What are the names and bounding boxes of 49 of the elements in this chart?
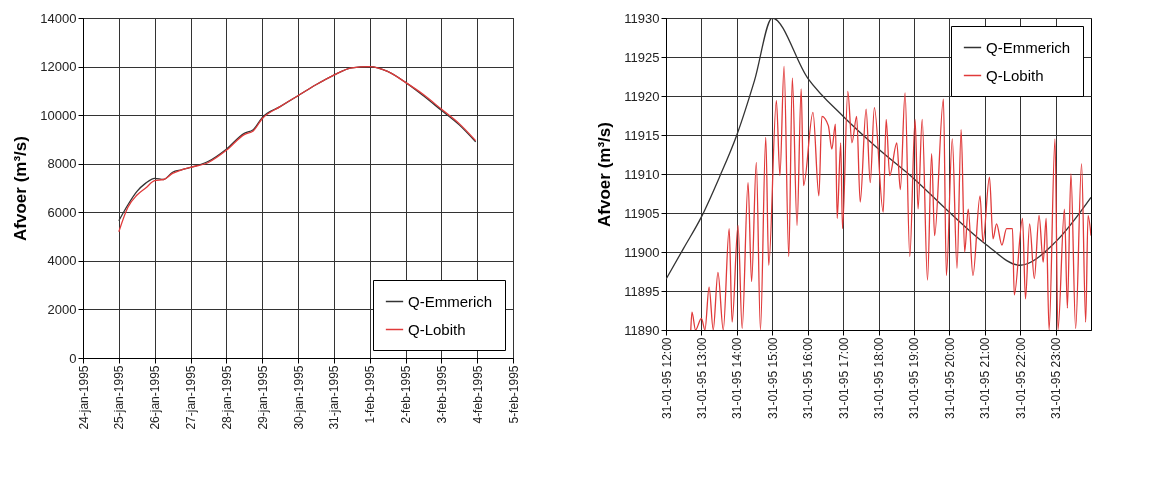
y-axis-title: Afvoer (m³/s) <box>595 122 615 227</box>
x-tick-label: 31-01-95 19:00 <box>907 337 922 419</box>
x-tick-label: 31-01-95 17:00 <box>836 337 851 419</box>
x-tick-label: 24-jan-1995 <box>76 365 91 430</box>
x-tick-label: 31-01-95 20:00 <box>942 337 957 419</box>
y-tick-label: 11925 <box>624 49 660 65</box>
y-axis-title: Afvoer (m³/s) <box>11 136 31 241</box>
y-tick-label: 11920 <box>624 88 660 104</box>
x-tick-label: 31-01-95 14:00 <box>730 337 745 419</box>
y-tick-label: 6000 <box>47 204 77 220</box>
x-tick-label: 1-feb-1995 <box>363 365 378 424</box>
x-tick-label: 30-jan-1995 <box>291 365 306 430</box>
x-tick-label: 31-01-95 23:00 <box>1049 337 1064 419</box>
line-series <box>690 65 1091 330</box>
y-tick-label: 11895 <box>624 283 660 299</box>
legend-label: Q-Lobith <box>408 320 466 338</box>
x-tick-label: 26-jan-1995 <box>148 365 163 430</box>
y-tick-label: 4000 <box>47 253 77 269</box>
x-tick-label: 31-01-95 15:00 <box>765 337 780 419</box>
x-tick-label: 31-01-95 21:00 <box>978 337 993 419</box>
y-tick-label: 0 <box>69 350 77 366</box>
legend-label: Q-Lobith <box>986 66 1044 84</box>
x-tick-label: 28-jan-1995 <box>219 365 234 430</box>
y-tick-label: 11915 <box>624 127 660 143</box>
x-tick-label: 31-01-95 22:00 <box>1013 337 1028 419</box>
y-tick-label: 11890 <box>624 322 660 338</box>
x-tick-label: 27-jan-1995 <box>184 365 198 430</box>
x-tick-label: 5-feb-1995 <box>506 365 521 424</box>
x-tick-label: 31-01-95 13:00 <box>694 337 709 419</box>
x-tick-label: 31-01-95 12:00 <box>659 337 674 419</box>
x-tick-label: 2-feb-1995 <box>399 365 413 424</box>
y-tick-label: 12000 <box>40 59 77 75</box>
y-tick-label: 10000 <box>40 107 77 123</box>
x-tick-label: 31-jan-1995 <box>327 365 342 430</box>
y-tick-label: 14000 <box>40 10 77 26</box>
y-tick-label: 11910 <box>624 166 660 182</box>
x-tick-label: 4-feb-1995 <box>470 365 485 424</box>
x-tick-label: 29-jan-1995 <box>255 365 270 430</box>
y-tick-label: 11900 <box>624 244 660 260</box>
y-tick-label: 11930 <box>624 10 660 26</box>
y-tick-label: 11905 <box>624 205 660 221</box>
legend-label: Q-Emmerich <box>986 38 1071 56</box>
x-tick-label: 3-feb-1995 <box>434 365 449 424</box>
x-tick-label: 31-01-95 18:00 <box>872 337 886 419</box>
y-tick-label: 2000 <box>47 301 77 317</box>
x-tick-label: 25-jan-1995 <box>112 365 127 430</box>
x-tick-label: 31-01-95 16:00 <box>801 337 816 419</box>
y-tick-label: 8000 <box>47 156 77 172</box>
legend-label: Q-Emmerich <box>408 292 493 310</box>
